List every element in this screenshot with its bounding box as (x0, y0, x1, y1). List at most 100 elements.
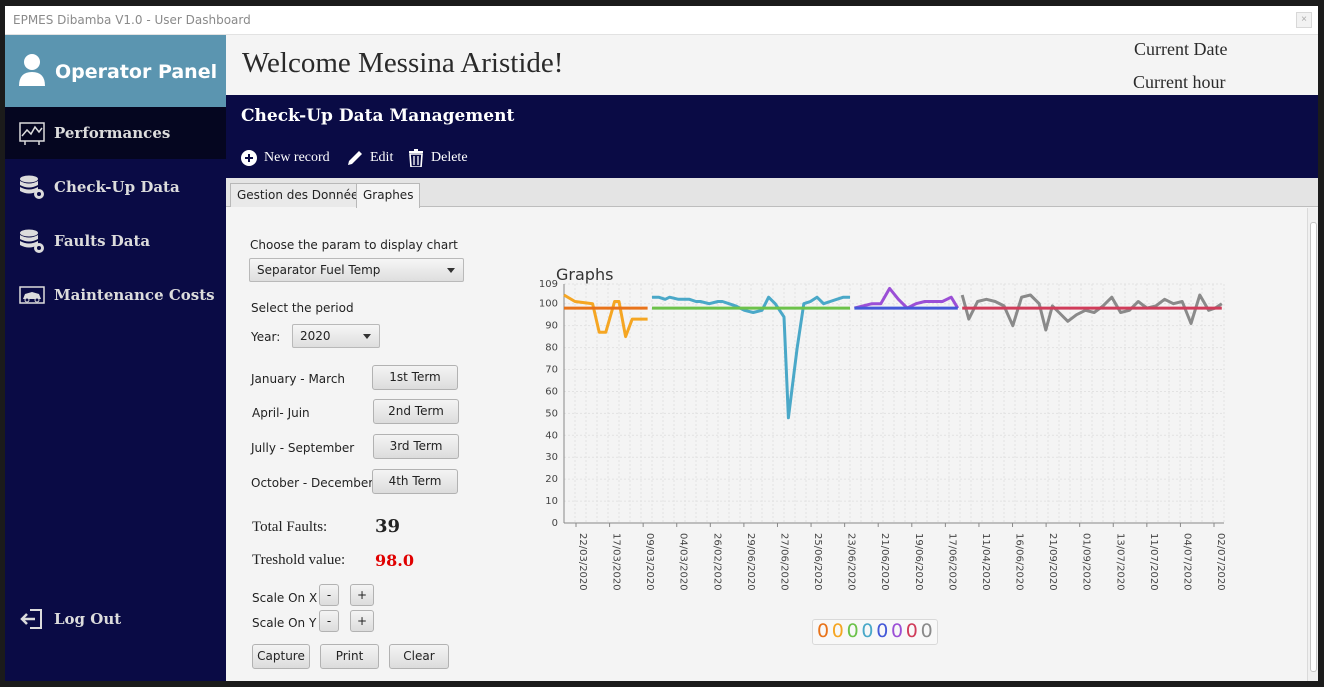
y-tick-label: 20 (545, 474, 558, 485)
new-record-button[interactable]: New record (240, 148, 330, 168)
chevron-down-icon (447, 268, 455, 273)
y-tick-label: 10 (545, 496, 558, 507)
chart-title: Graphs (556, 265, 614, 284)
term-2-button[interactable]: 2nd Term (373, 399, 459, 424)
x-tick-label: 17/03/2020 (611, 533, 622, 591)
y-tick-label: 30 (545, 452, 558, 463)
sidebar-item-label: Faults Data (54, 232, 151, 250)
x-tick-label: 19/06/2020 (913, 533, 924, 591)
scale-y-label: Scale On Y (252, 616, 317, 630)
logout-label: Log Out (54, 610, 122, 628)
sidebar-item-checkup-data[interactable]: Check-Up Data (5, 161, 226, 213)
legend-entry: 0 (817, 620, 830, 642)
panel-title: Operator Panel (55, 61, 218, 83)
x-tick-label: 25/06/2020 (812, 533, 823, 591)
x-tick-label: 27/06/2020 (778, 533, 789, 591)
y-tick-label: 100 (539, 299, 558, 310)
scale-y-plus-button[interactable]: + (350, 610, 374, 632)
sidebar-item-performances[interactable]: Performances (5, 107, 226, 159)
app-window: EPMES Dibamba V1.0 - User Dashboard × Op… (5, 6, 1318, 681)
sidebar-item-label: Performances (54, 124, 171, 142)
x-tick-label: 29/06/2020 (745, 533, 756, 591)
term-3-button[interactable]: 3rd Term (373, 434, 459, 459)
logout-button[interactable]: Log Out (5, 593, 226, 645)
scrollbar-thumb[interactable] (1310, 222, 1317, 672)
operator-panel-header: Operator Panel (5, 35, 226, 107)
legend-entry: 0 (876, 620, 889, 642)
term-2-label: April- Juin (252, 406, 310, 420)
chevron-down-icon (363, 334, 371, 339)
y-tick-label: 0 (552, 518, 558, 529)
database-gear-icon (20, 175, 44, 199)
year-select[interactable]: 2020 (292, 324, 380, 348)
current-hour: Current hour (1133, 72, 1226, 92)
x-tick-label: 04/07/2020 (1181, 533, 1192, 591)
database-gear-icon (20, 229, 44, 253)
year-select-value: 2020 (300, 329, 331, 343)
x-tick-label: 26/02/2020 (711, 533, 722, 591)
sidebar-item-label: Check-Up Data (54, 178, 180, 196)
x-tick-label: 21/09/2020 (1047, 533, 1058, 591)
y-tick-label: 50 (545, 408, 558, 419)
x-tick-label: 04/03/2020 (678, 533, 689, 591)
term-4-button[interactable]: 4th Term (372, 469, 458, 494)
legend-entry: 0 (891, 620, 904, 642)
scale-x-plus-button[interactable]: + (350, 584, 374, 606)
edit-button[interactable]: Edit (346, 148, 393, 168)
term-3-label: Jully - September (251, 441, 355, 455)
clear-button[interactable]: Clear (389, 644, 449, 669)
tab-gestion-des-donnees[interactable]: Gestion des Données (230, 183, 372, 207)
title-bar: EPMES Dibamba V1.0 - User Dashboard × (5, 6, 1318, 35)
y-tick-label: 109 (539, 279, 558, 290)
period-label: Select the period (251, 301, 354, 315)
new-record-label: New record (264, 150, 330, 165)
y-tick-label: 70 (545, 365, 558, 376)
section-title: Check-Up Data Management (241, 106, 515, 126)
legend-entry: 0 (861, 620, 874, 642)
x-tick-label: 17/06/2020 (946, 533, 957, 591)
scale-y-minus-button[interactable]: - (319, 610, 339, 632)
pencil-icon (348, 151, 362, 165)
x-tick-label: 09/03/2020 (644, 533, 655, 591)
y-tick-label: 40 (545, 430, 558, 441)
delete-button[interactable]: Delete (407, 148, 468, 168)
y-tick-label: 60 (545, 386, 558, 397)
edit-label: Edit (370, 150, 394, 165)
x-tick-label: 16/06/2020 (1014, 533, 1025, 591)
legend-entry: 0 (905, 620, 918, 642)
series-line-0 (563, 293, 648, 339)
sidebar-item-faults-data[interactable]: Faults Data (5, 215, 226, 267)
legend-entry: 0 (846, 620, 859, 642)
threshold-value: 98.0 (375, 551, 414, 570)
window-title: EPMES Dibamba V1.0 - User Dashboard (13, 13, 251, 27)
trash-icon (409, 149, 423, 167)
x-tick-label: 22/03/2020 (577, 533, 588, 591)
capture-button[interactable]: Capture (252, 644, 310, 669)
tab-bar: Gestion des Données Graphes (226, 178, 1318, 208)
x-tick-label: 21/06/2020 (879, 533, 890, 591)
x-tick-label: 02/07/2020 (1215, 533, 1226, 591)
term-1-button[interactable]: 1st Term (372, 365, 458, 390)
print-button[interactable]: Print (320, 644, 379, 669)
car-icon (19, 286, 45, 304)
section-bar: Check-Up Data Management New record Edit (226, 95, 1318, 178)
sidebar: Operator Panel Performances Check-Up Dat… (5, 35, 226, 681)
x-tick-label: 23/06/2020 (846, 533, 857, 591)
x-tick-label: 11/04/2020 (980, 533, 991, 591)
x-tick-label: 11/07/2020 (1148, 533, 1159, 591)
y-tick-label: 90 (545, 321, 558, 332)
year-label: Year: (251, 330, 281, 344)
term-4-label: October - December (251, 476, 374, 490)
window-close-button[interactable]: × (1296, 12, 1312, 28)
plus-circle-icon (241, 150, 257, 166)
line-chart: 0 10 20 30 40 50 60 70 80 90 100 109 22/03/2020 17/03… (539, 279, 1226, 591)
welcome-text: Welcome Messina Aristide! (242, 47, 564, 79)
param-select-value: Separator Fuel Temp (257, 263, 381, 277)
scale-x-minus-button[interactable]: - (319, 584, 339, 606)
param-select[interactable]: Separator Fuel Temp (249, 258, 464, 282)
tab-graphes[interactable]: Graphes (356, 183, 421, 208)
vertical-scrollbar[interactable] (1307, 208, 1318, 681)
delete-label: Delete (431, 150, 468, 165)
sidebar-item-maintenance-costs[interactable]: Maintenance Costs (5, 269, 226, 321)
